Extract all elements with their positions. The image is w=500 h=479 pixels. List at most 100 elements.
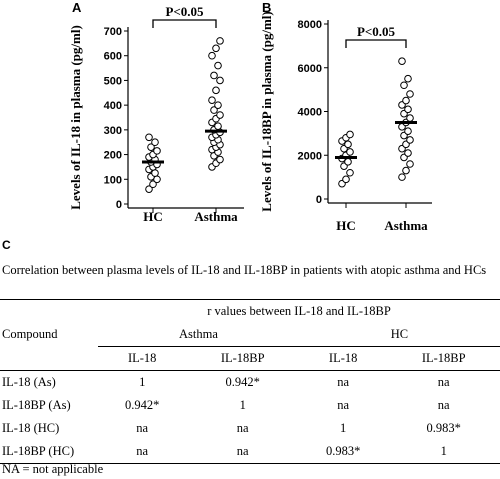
data-point: [400, 81, 408, 90]
correlation-table: r values between IL-18 and IL-18BP Compo…: [0, 299, 500, 464]
data-point: [212, 44, 220, 53]
data-point: [402, 166, 410, 175]
panel-label-c: C: [2, 238, 11, 252]
subheader-il18bp-asthma: IL-18BP: [186, 346, 299, 371]
data-point: [216, 155, 224, 164]
x-category-label: HC: [143, 209, 163, 224]
data-point: [404, 127, 412, 135]
y-tick-label: 6000: [298, 63, 322, 75]
data-point: [210, 106, 218, 114]
row-label: IL-18 (As): [2, 375, 56, 389]
y-tick-label: 200: [104, 150, 122, 162]
y-tick-label: 2000: [298, 150, 322, 162]
data-point: [406, 136, 414, 144]
group-header-asthma: Asthma: [98, 323, 299, 347]
table-cell: na: [136, 421, 149, 435]
data-point: [346, 148, 354, 156]
data-point: [398, 57, 406, 65]
significance-label: P<0.05: [357, 24, 396, 39]
panel-label-a: A: [72, 0, 82, 15]
table-header-row-1: r values between IL-18 and IL-18BP: [0, 299, 500, 323]
data-point: [402, 96, 410, 105]
subheader-il18-asthma: IL-18: [98, 346, 187, 371]
table-cell: na: [236, 421, 249, 435]
data-point: [346, 168, 354, 177]
row-label: IL-18BP (HC): [0, 440, 98, 464]
y-tick-label: 0: [116, 199, 122, 211]
data-point: [346, 130, 354, 139]
data-point: [147, 143, 155, 151]
y-axis-title: Levels of IL-18 in plasma (pg/ml): [68, 25, 83, 210]
table-row: IL-18 (As) 1 0.942* na na: [0, 371, 500, 395]
subheader-il18-hc: IL-18: [298, 346, 388, 371]
data-point: [153, 147, 161, 155]
data-point: [208, 96, 216, 104]
data-point: [151, 138, 159, 147]
data-point: [404, 149, 412, 157]
super-header: r values between IL-18 and IL-18BP: [98, 299, 500, 323]
y-axis-title: Levels of IL-18BP in plasma (pg/ml): [259, 11, 274, 211]
x-category-label: HC: [336, 218, 356, 233]
data-point: [214, 122, 222, 130]
data-point: [214, 61, 222, 70]
data-point: [145, 133, 153, 142]
y-tick-label: 500: [104, 75, 122, 87]
data-point: [344, 158, 352, 166]
table-cell: 0.983*: [298, 440, 388, 464]
data-point: [342, 175, 350, 184]
data-point: [214, 101, 222, 109]
subheader-il18bp-hc: IL-18BP: [387, 346, 500, 371]
y-tick-label: 600: [104, 51, 122, 63]
data-point: [216, 111, 224, 119]
table-cell: 1: [387, 440, 500, 464]
table-cell: 0.983*: [426, 421, 461, 435]
data-point: [145, 185, 153, 193]
x-category-label: Asthma: [384, 218, 428, 233]
table-cell: na: [337, 375, 350, 389]
y-tick-label: 700: [104, 26, 122, 38]
data-point: [208, 51, 216, 60]
table-header-row-3: IL-18 IL-18BP IL-18 IL-18BP: [0, 346, 500, 371]
panel-label-b: B: [262, 0, 271, 15]
table-footnote: NA = not applicable: [2, 462, 104, 476]
table-cell: 0.942*: [125, 398, 160, 412]
data-point: [151, 169, 159, 177]
data-point: [406, 114, 414, 122]
table-row: IL-18BP (HC) na na 0.983* 1: [0, 440, 500, 464]
charts-figure: A 0 100 200 300 400 500 600 700 Levels of IL-18 i…: [68, 0, 432, 233]
data-point: [344, 140, 352, 149]
y-tick-label: 300: [104, 125, 122, 137]
data-point: [404, 74, 412, 83]
data-point: [216, 76, 224, 85]
y-tick-label: 100: [104, 174, 122, 186]
data-point: [398, 173, 406, 181]
compound-header: Compound: [2, 327, 58, 342]
row-label: IL-18BP (As): [2, 398, 71, 412]
significance-bracket: [152, 19, 217, 28]
data-point: [406, 160, 414, 168]
significance-label: P<0.05: [165, 4, 204, 19]
table-cell: na: [437, 375, 450, 389]
data-point: [216, 37, 224, 45]
group-header-hc: HC: [298, 323, 500, 347]
y-tick-label: 400: [104, 100, 122, 112]
data-point: [404, 105, 412, 114]
table-cell: 1: [139, 375, 146, 389]
table-cell: 1: [340, 421, 347, 435]
table-header-row-2: Compound Asthma HC: [0, 323, 500, 347]
table-cell: na: [437, 398, 450, 412]
table-row: IL-18BP (As) 0.942* 1 na na: [0, 394, 500, 417]
y-tick-label: 8000: [298, 19, 322, 31]
table-caption: Correlation between plasma levels of IL-…: [2, 263, 487, 277]
data-point: [212, 86, 220, 95]
significance-bracket: [345, 39, 407, 48]
chart-panel-a: A 0 100 200 300 400 500 600 700 Levels of IL-18 i…: [68, 0, 244, 224]
data-point: [210, 71, 218, 80]
chart-panel-b: B 0 2000 4000 6000 8000 Levels of IL-18BP in p…: [259, 0, 432, 233]
table-cell: na: [337, 398, 350, 412]
table-cell: na: [98, 440, 187, 464]
y-tick-label: 4000: [298, 107, 322, 119]
table-cell: 1: [239, 398, 246, 412]
data-point: [406, 90, 414, 98]
x-category-label: Asthma: [194, 209, 238, 224]
